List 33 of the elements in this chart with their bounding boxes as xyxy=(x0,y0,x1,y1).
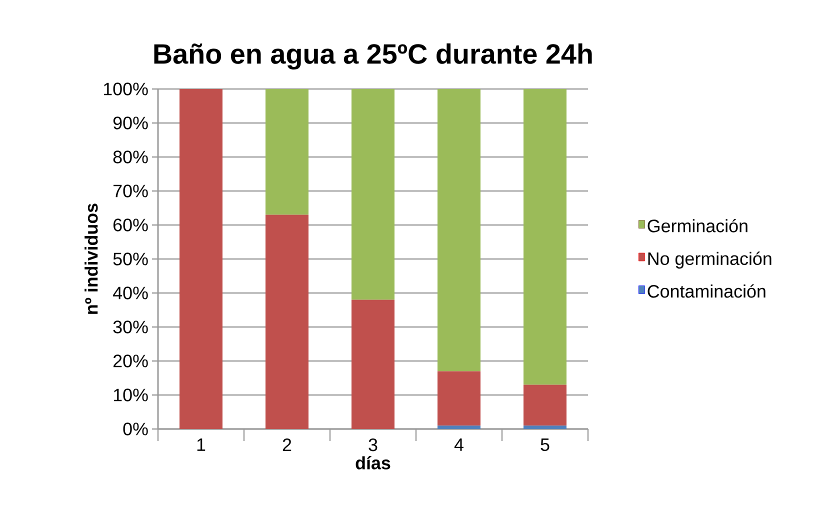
y-tick-label: 70% xyxy=(114,184,148,198)
bar xyxy=(524,384,567,426)
bar xyxy=(438,88,481,372)
y-tick-label: 100% xyxy=(104,82,148,96)
x-axis-title: días xyxy=(356,456,390,470)
x-tick-label: 1 xyxy=(197,438,206,451)
x-tick-label: 3 xyxy=(368,438,378,452)
bar xyxy=(438,426,481,429)
chart-title: Baño en agua a 25ºC durante 24h xyxy=(154,43,592,70)
y-tick-label: 20% xyxy=(113,354,148,368)
bar xyxy=(524,88,567,385)
y-tick-label: 80% xyxy=(113,150,148,164)
bar xyxy=(352,88,395,300)
bar xyxy=(438,371,481,426)
legend-label: Germinación xyxy=(648,218,748,232)
x-tick-label: 5 xyxy=(540,438,550,452)
y-tick-label: 10% xyxy=(114,388,148,402)
x-tick-label: 4 xyxy=(454,438,464,451)
y-tick-label: 90% xyxy=(113,116,148,130)
y-tick-label: 0% xyxy=(123,422,148,436)
bar xyxy=(352,300,395,429)
y-axis-title: nº individuos xyxy=(84,204,98,314)
x-tick-label: 2 xyxy=(282,438,292,452)
bar xyxy=(180,88,222,429)
y-tick-label: 50% xyxy=(113,252,148,266)
bar xyxy=(524,426,567,429)
y-tick-label: 40% xyxy=(112,286,148,300)
y-tick-label: 60% xyxy=(113,218,148,232)
legend-label: Contaminación xyxy=(648,284,766,298)
legend-label: No germinación xyxy=(648,252,772,269)
bar xyxy=(266,88,309,215)
y-tick-label: 30% xyxy=(113,320,148,334)
bar xyxy=(266,214,309,429)
